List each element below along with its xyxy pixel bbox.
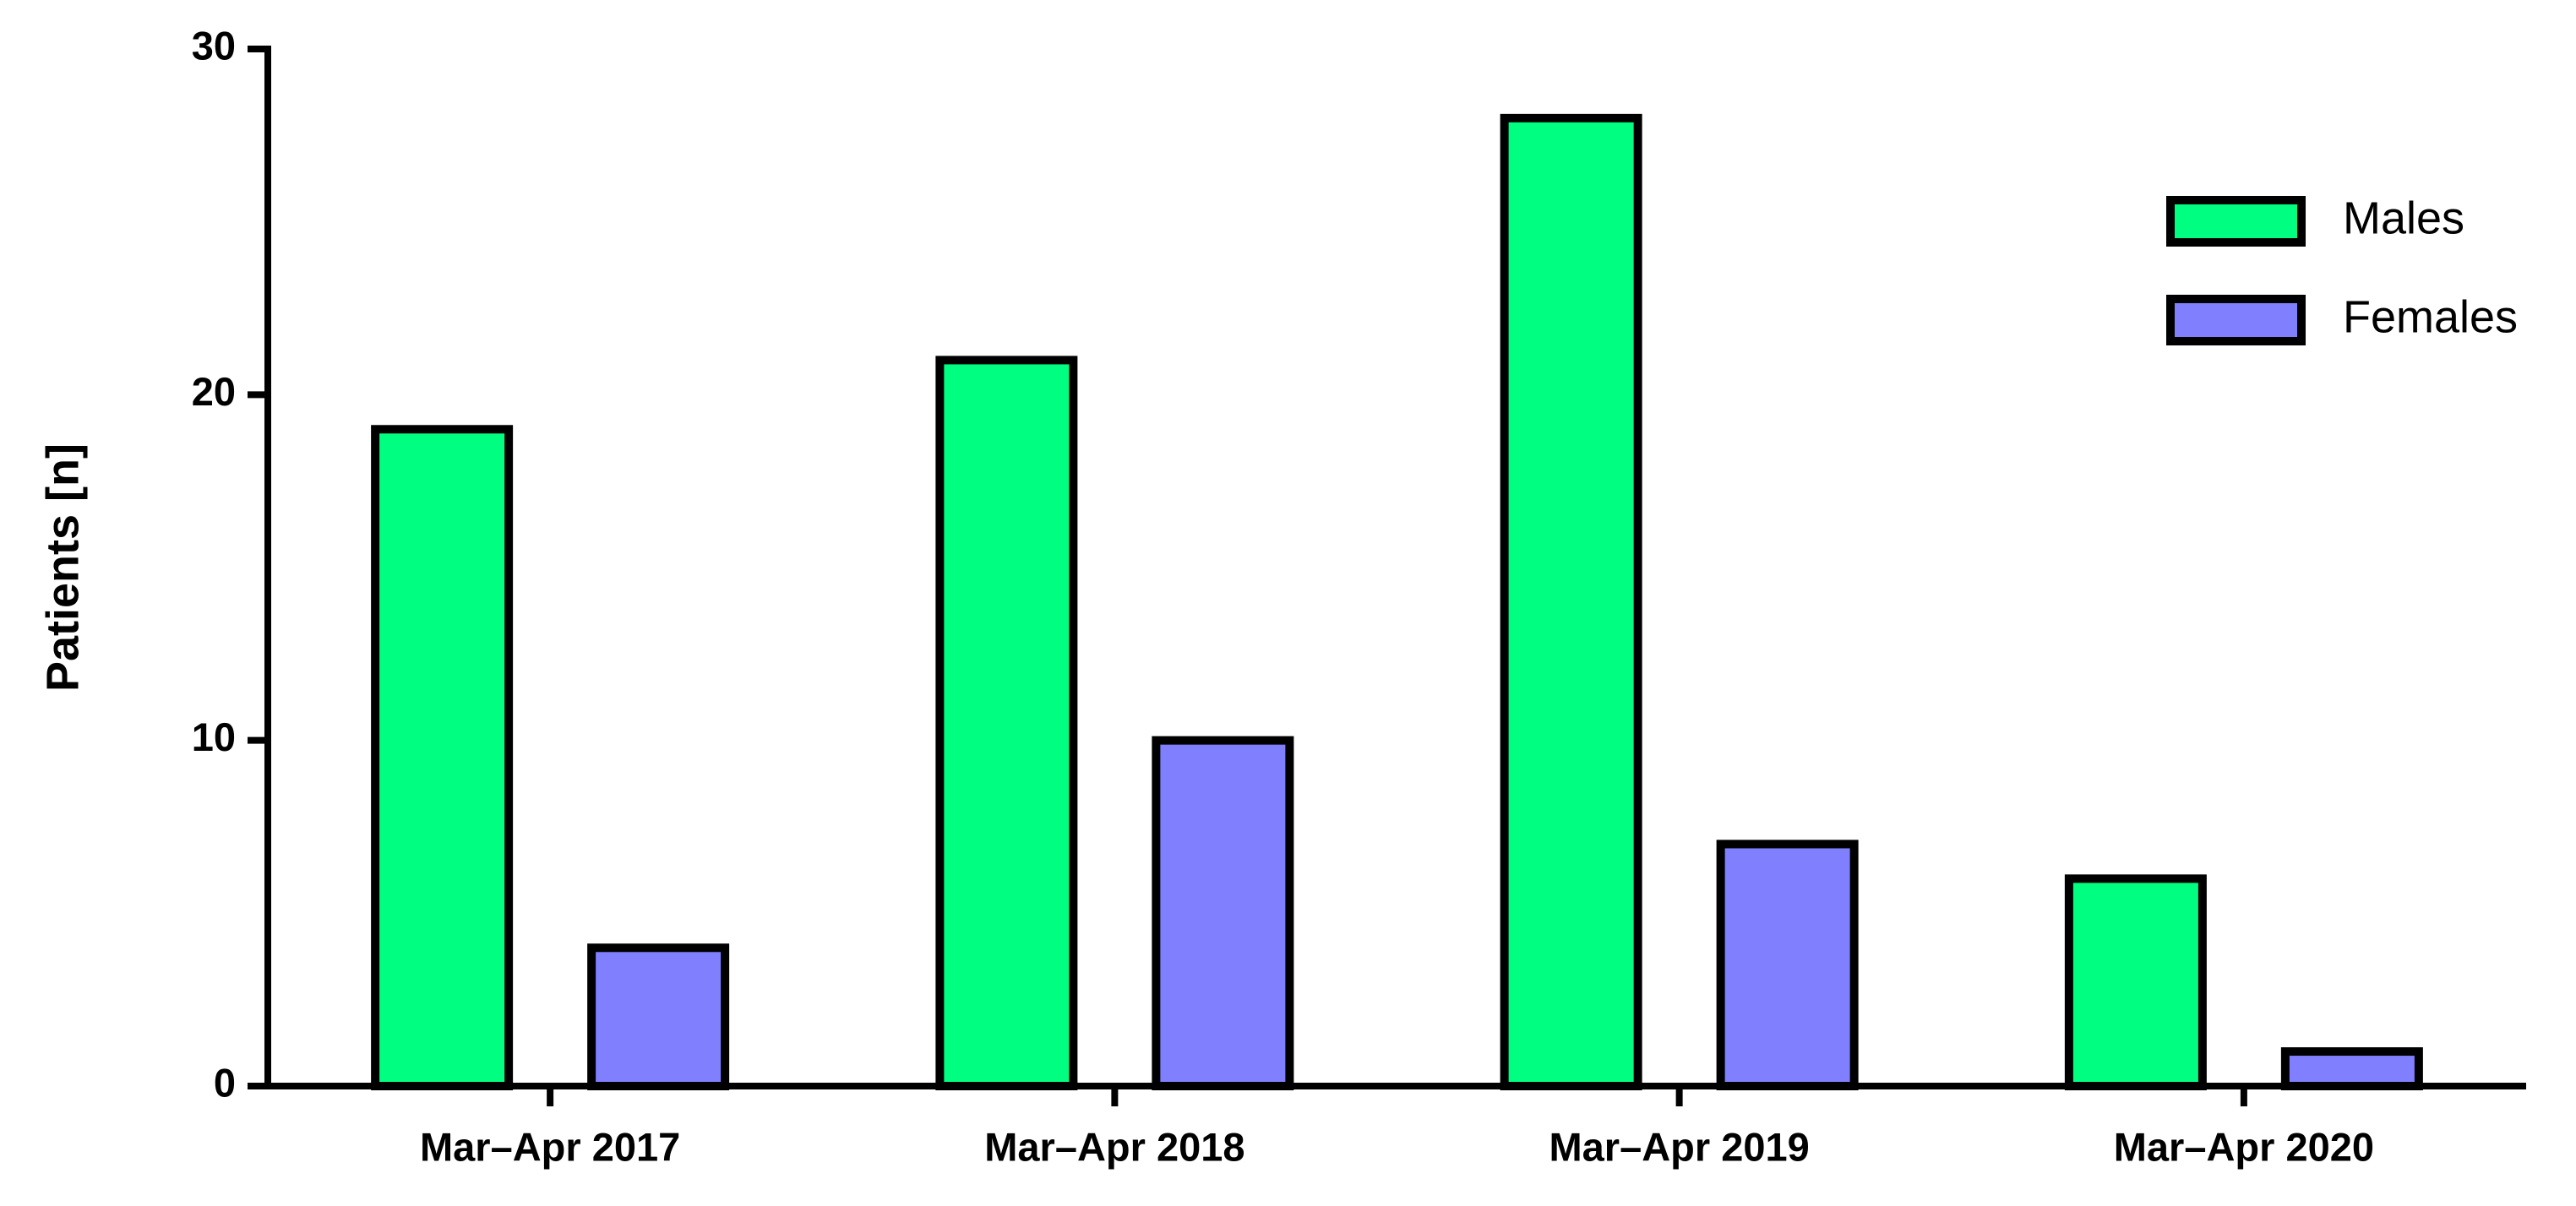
x-tick-label: Mar–Apr 2020: [2114, 1124, 2374, 1169]
legend-swatch: [2166, 196, 2306, 247]
bar: [371, 425, 514, 1090]
x-tick-label: Mar–Apr 2018: [984, 1124, 1244, 1169]
y-tick-label: 0: [214, 1060, 236, 1105]
bar: [1500, 113, 1642, 1090]
bar: [2064, 874, 2207, 1091]
legend-label: Females: [2343, 291, 2518, 342]
y-tick-label: 30: [192, 23, 236, 68]
x-tick-label: Mar–Apr 2019: [1549, 1124, 1809, 1169]
y-axis-label: Patients [n]: [37, 443, 88, 692]
y-tick-label: 20: [192, 369, 236, 414]
bar: [935, 356, 1078, 1090]
legend-swatch: [2166, 295, 2306, 345]
x-tick-label: Mar–Apr 2017: [420, 1124, 680, 1169]
legend-label: Males: [2343, 193, 2464, 243]
bar: [1716, 839, 1859, 1090]
bar: [587, 943, 730, 1091]
bar: [1152, 736, 1294, 1091]
bar: [2280, 1047, 2423, 1090]
y-tick-label: 10: [192, 714, 236, 759]
